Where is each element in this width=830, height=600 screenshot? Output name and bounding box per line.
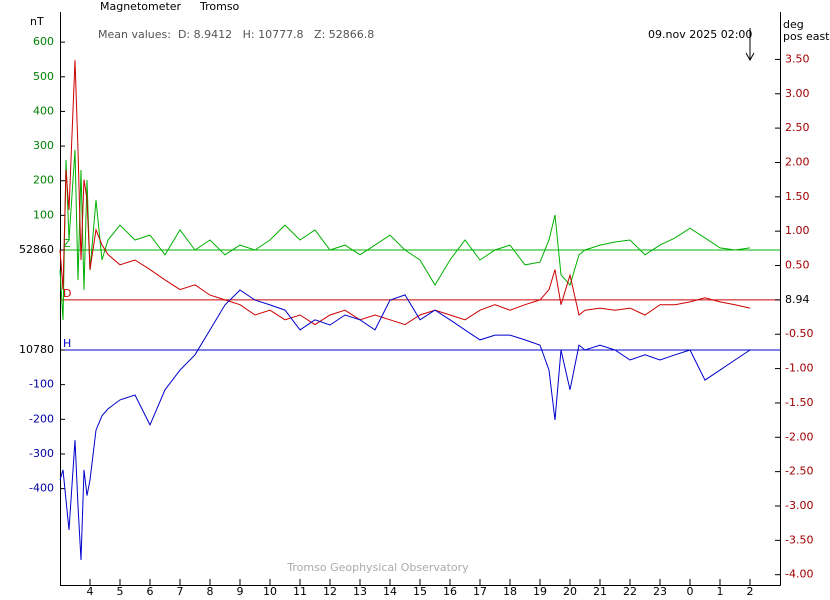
y-axis-label: nT [30,15,44,28]
y-tick-label: 500 [33,70,54,83]
y-tick-label: 10780 [19,343,54,356]
y-tick-label: 3.00 [785,87,810,100]
y-tick-label: 1.00 [785,224,810,237]
x-tick-label: 20 [563,585,577,598]
y-tick-label: 200 [33,174,54,187]
y-tick-label: -2.00 [785,430,813,443]
chart-subtitle: Tromso [199,0,240,13]
x-tick-label: 4 [87,585,94,598]
y-tick-label: 2.50 [785,121,810,134]
x-tick-label: 16 [443,585,457,598]
y2-axis-label: deg [783,18,804,31]
x-tick-label: 5 [117,585,124,598]
x-tick-label: 13 [353,585,367,598]
y-tick-label: -3.50 [785,533,813,546]
y-tick-label: -2.50 [785,465,813,478]
x-tick-label: 2 [747,585,754,598]
series-label: H [63,337,71,350]
y-tick-label: -200 [29,412,54,425]
x-tick-label: 8 [207,585,214,598]
y-tick-label: 3.50 [785,52,810,65]
y-tick-label: -3.00 [785,499,813,512]
x-tick-label: 15 [413,585,427,598]
x-tick-label: 1 [717,585,724,598]
y-tick-label: -100 [29,378,54,391]
y-tick-label: 52860 [19,243,54,256]
x-tick-label: 23 [653,585,667,598]
plot-frame [60,12,781,586]
x-tick-label: 9 [237,585,244,598]
y-tick-label: -300 [29,447,54,460]
y2-axis-sublabel: pos east [783,30,830,43]
x-tick-label: 21 [593,585,607,598]
y-tick-label: -4.00 [785,568,813,581]
chart-title: Magnetometer [100,0,182,13]
y-tick-label: -400 [29,482,54,495]
timestamp: 09.nov 2025 02:00 [648,28,752,41]
x-tick-label: 17 [473,585,487,598]
x-tick-label: 10 [263,585,277,598]
x-tick-label: 22 [623,585,637,598]
mean-values: Mean values: D: 8.9412 H: 10777.8 Z: 528… [98,28,374,41]
x-tick-label: 11 [293,585,307,598]
x-tick-label: 14 [383,585,397,598]
y-tick-label: 300 [33,139,54,152]
x-tick-label: 7 [177,585,184,598]
y-tick-label: 1.50 [785,190,810,203]
series-line [59,289,751,561]
y-tick-label: 2.00 [785,155,810,168]
y-tick-label: 100 [33,208,54,221]
x-tick-label: 0 [687,585,694,598]
now-arrow [745,28,755,62]
y-tick-label: 0.50 [785,259,810,272]
series-label: Z [63,237,71,250]
y-tick-label: 400 [33,104,54,117]
y-tick-label: 8.94 [785,293,810,306]
y-tick-label: -0.50 [785,327,813,340]
y-tick-label: -1.00 [785,362,813,375]
y-tick-label: 600 [33,35,54,48]
series-line [59,149,751,321]
y-tick-label: -1.50 [785,396,813,409]
credit: Tromso Geophysical Observatory [286,561,469,574]
x-tick-label: 12 [323,585,337,598]
series-label: D [63,287,71,300]
x-tick-label: 6 [147,585,154,598]
x-tick-label: 19 [533,585,547,598]
x-tick-label: 18 [503,585,517,598]
